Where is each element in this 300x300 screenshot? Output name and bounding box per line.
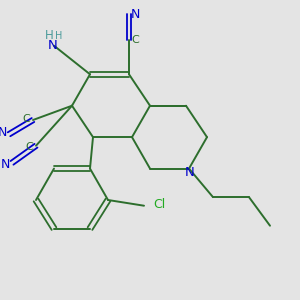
Text: N: N — [185, 167, 194, 179]
Text: Cl: Cl — [153, 198, 165, 211]
Text: H: H — [55, 31, 62, 41]
Text: C: C — [22, 114, 30, 124]
Text: N: N — [48, 39, 57, 52]
Text: N: N — [0, 126, 7, 140]
Text: N: N — [1, 158, 10, 171]
Text: N: N — [131, 8, 140, 21]
Text: H: H — [45, 29, 54, 42]
Text: C: C — [132, 35, 140, 45]
Text: C: C — [26, 142, 33, 152]
